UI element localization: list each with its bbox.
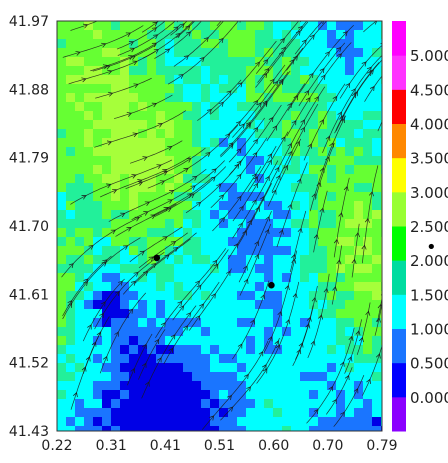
y-tick-label: 41.79	[9, 151, 49, 167]
x-tick-label: 0.51	[204, 438, 235, 454]
x-tick-label: 0.41	[150, 438, 181, 454]
y-axis-ticks: 41.97 41.88 41.79 41.70 41.61 41.52 41.43	[9, 14, 49, 440]
colorbar-label: 2.000	[410, 252, 448, 270]
colorbar-label: 3.000	[410, 184, 448, 202]
x-tick-label: 0.22	[41, 438, 72, 454]
colorbar-swatch	[392, 396, 406, 432]
colorbar-swatch	[392, 328, 406, 364]
colorbar-swatch	[392, 157, 406, 193]
colorbar-label: 1.500	[410, 286, 448, 304]
colorbar-label: 1.000	[410, 321, 448, 339]
colorbar-swatch	[392, 21, 406, 56]
station-marker	[268, 281, 275, 289]
colorbar-swatch	[392, 55, 406, 90]
colorbar-label: 3.500	[410, 150, 448, 168]
station-marker	[153, 254, 161, 262]
colorbar-swatch	[392, 226, 406, 261]
colorbar-label: 2.500	[410, 218, 448, 236]
x-tick-label: 0.60	[258, 438, 289, 454]
y-tick-label: 41.97	[9, 14, 49, 30]
x-axis-ticks: 0.22 0.31 0.41 0.51 0.60 0.70 0.79	[41, 438, 397, 454]
y-tick-label: 41.52	[9, 356, 49, 372]
station-markers	[153, 254, 275, 289]
colorbar-swatch	[392, 362, 406, 398]
colorbar-labels: 0.000 0.500 1.000 1.500 2.000 2.500 3.000 3.500…	[410, 47, 448, 407]
y-tick-label: 41.70	[9, 219, 49, 235]
colorbar-label: 0.500	[410, 355, 448, 373]
plot-frame	[56, 20, 383, 432]
x-tick-label: 0.79	[366, 438, 397, 454]
x-tick-label: 0.70	[312, 438, 343, 454]
colorbar-swatch	[392, 260, 406, 295]
y-tick-label: 41.88	[9, 82, 49, 98]
colorbar-label: 0.000	[410, 389, 448, 407]
y-tick-label: 41.61	[9, 287, 49, 303]
colorbar-swatches	[392, 21, 406, 432]
colorbar-swatch	[392, 191, 406, 227]
colorbar-label: 5.000	[410, 47, 448, 65]
colorbar-swatch	[392, 123, 406, 159]
colorbar: 0.000 0.500 1.000 1.500 2.000 2.500 3.000 3.500…	[392, 21, 448, 432]
colorbar-label: 4.500	[410, 81, 448, 99]
colorbar-marker: •	[426, 237, 437, 258]
y-tick-label: 41.43	[9, 424, 49, 440]
colorbar-label: 4.000	[410, 116, 448, 134]
x-tick-label: 0.31	[96, 438, 127, 454]
streamlines	[61, 21, 382, 430]
map-plot-area	[56, 20, 383, 432]
colorbar-swatch	[392, 89, 406, 124]
colorbar-swatch	[392, 294, 406, 329]
wind-speed-field	[57, 21, 382, 431]
